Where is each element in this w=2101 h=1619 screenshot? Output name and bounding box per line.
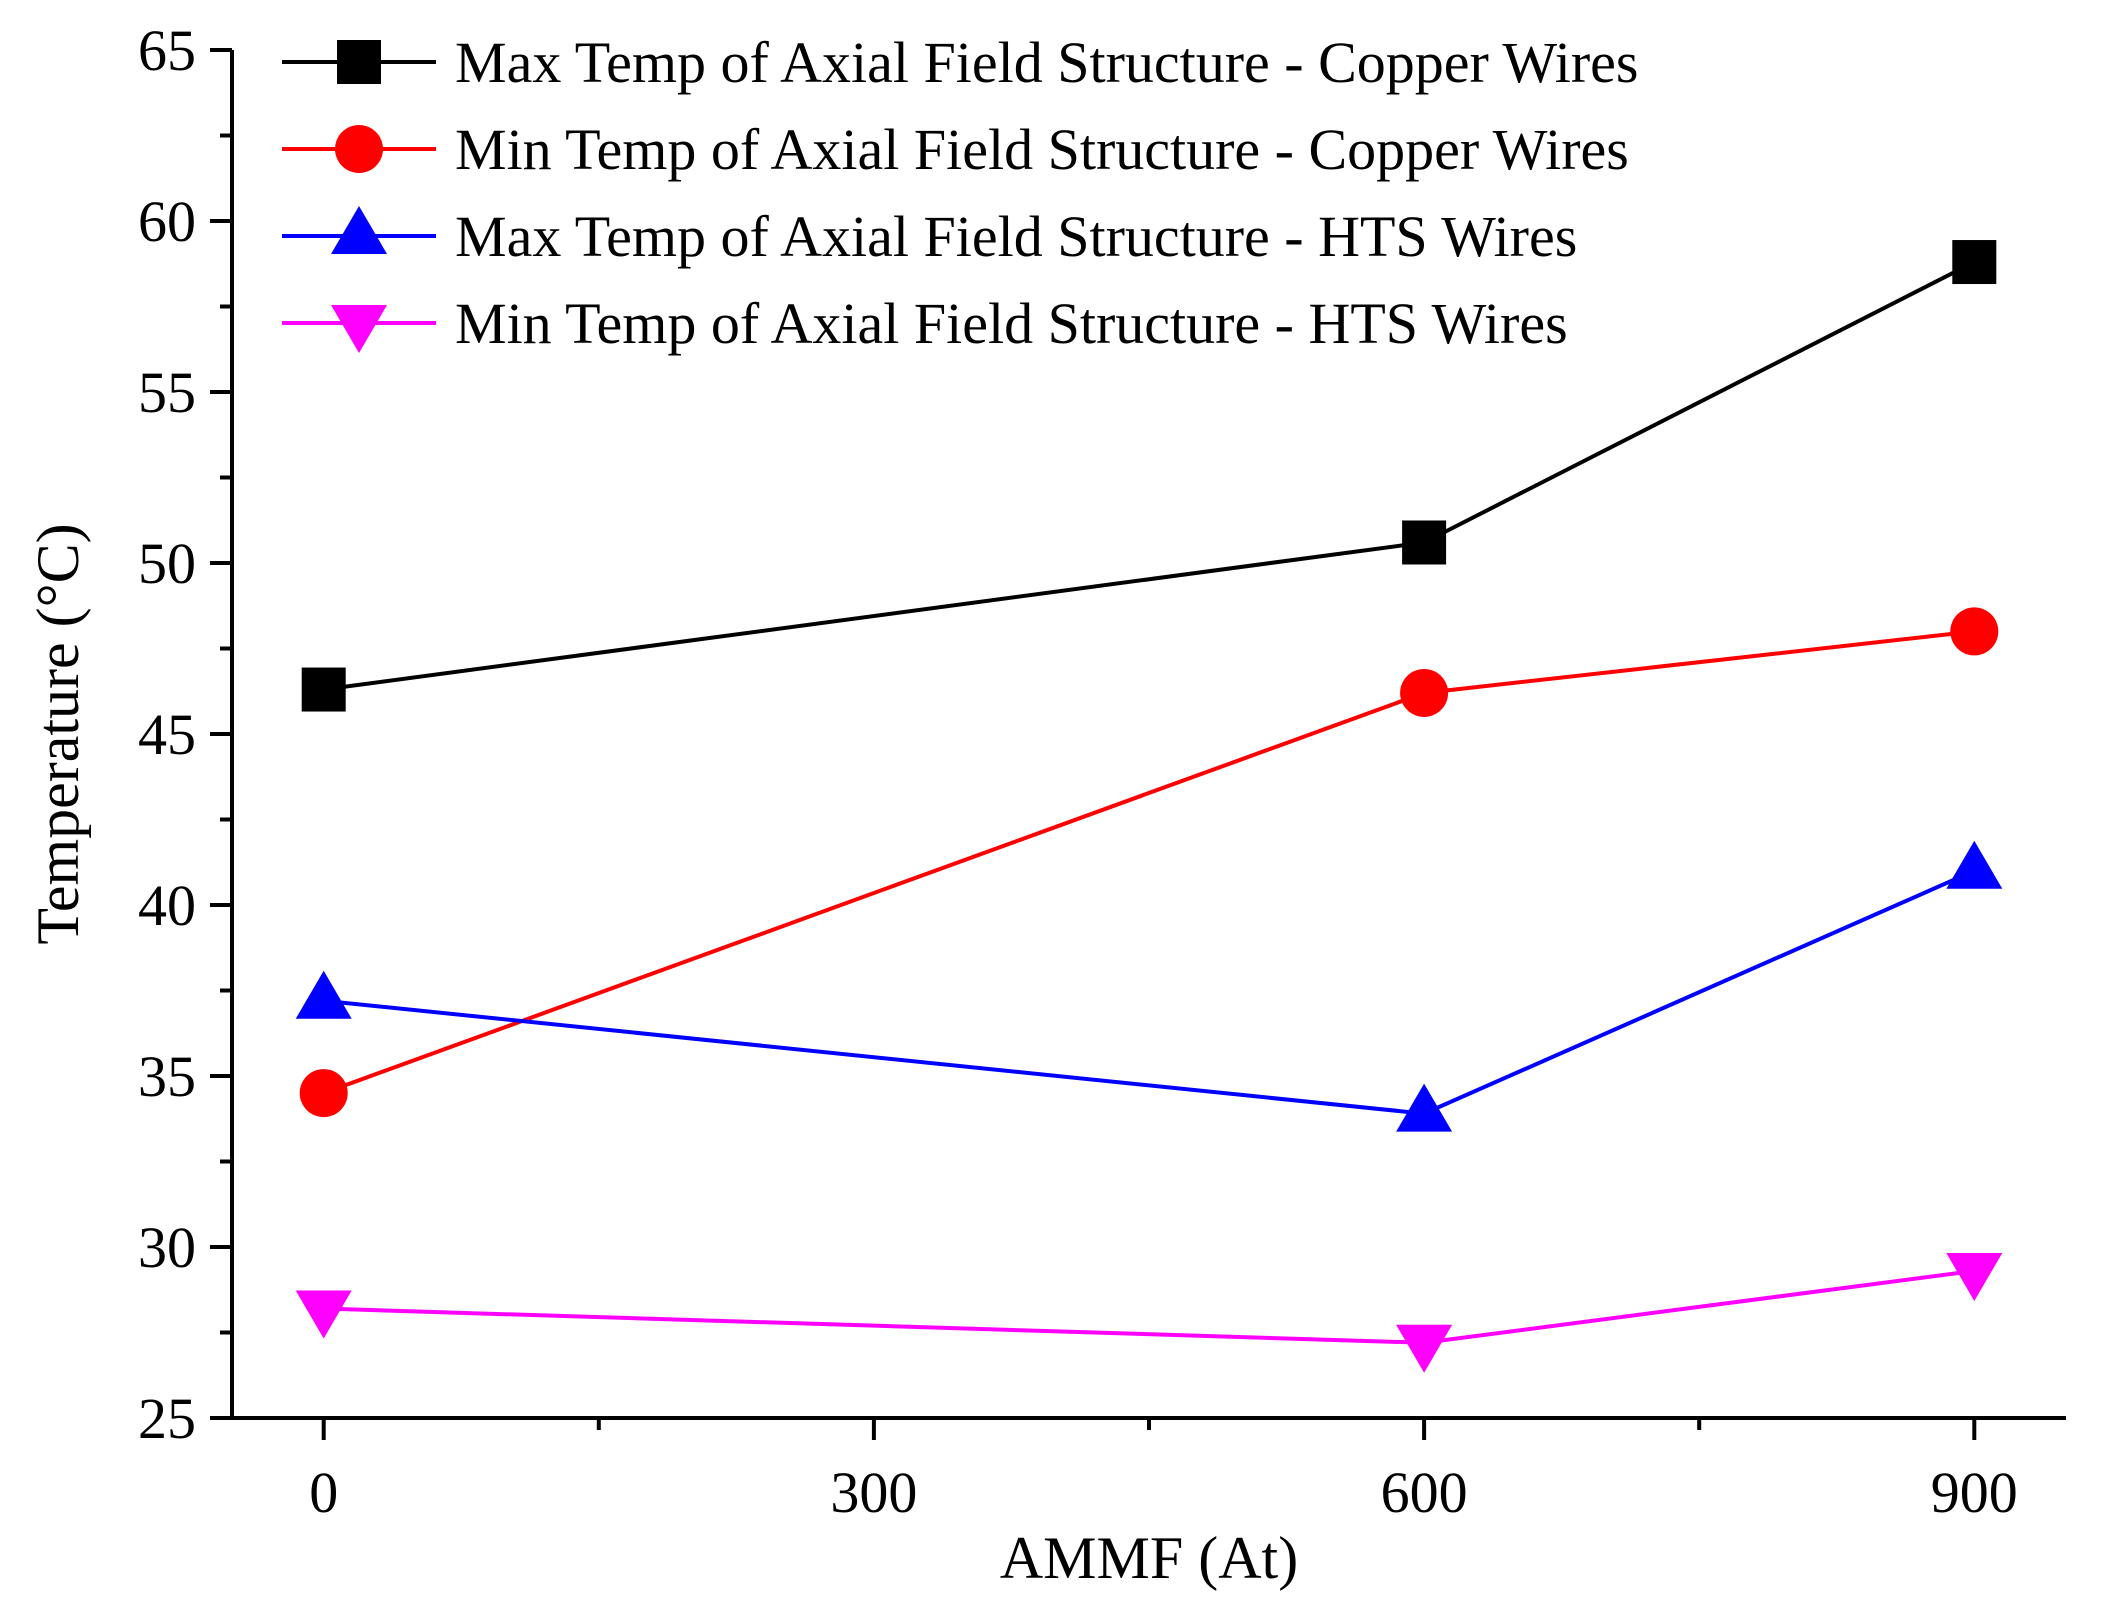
y-tick-label: 45 (138, 702, 196, 767)
y-tick-label: 60 (138, 189, 196, 254)
data-point-marker (1946, 840, 2003, 889)
data-point-marker (1402, 520, 1447, 565)
series-layer (295, 240, 2003, 1373)
axes: 25 30 35 40 45 50 55 60 65 0 300 600 900 (138, 18, 2066, 1525)
data-point-marker (295, 1290, 352, 1339)
data-point-marker (295, 970, 352, 1019)
data-point-marker (1950, 607, 1999, 656)
x-tick-label: 0 (309, 1460, 338, 1525)
y-axis-title: Temperature (°C) (25, 523, 91, 944)
data-point-marker (1400, 668, 1449, 717)
legend-marker (337, 40, 381, 84)
x-tick-label: 600 (1381, 1460, 1468, 1525)
series-line (323, 629, 1975, 1095)
x-tick-label: 300 (830, 1460, 917, 1525)
legend-label: Min Temp of Axial Field Structure - Copp… (455, 117, 1629, 182)
legend-label: Max Temp of Axial Field Structure - Copp… (455, 30, 1638, 95)
x-tick-label: 900 (1931, 1460, 2018, 1525)
legend-marker (335, 125, 383, 173)
legend-label: Max Temp of Axial Field Structure - HTS … (455, 204, 1577, 269)
y-tick-label: 65 (138, 18, 196, 83)
data-point-marker (301, 667, 346, 712)
y-tick-label: 55 (138, 360, 196, 425)
series-3 (295, 840, 2003, 1132)
y-tick-label: 25 (138, 1386, 196, 1451)
legend-item-2: Min Temp of Axial Field Structure - Copp… (282, 117, 1629, 182)
legend-item-1: Max Temp of Axial Field Structure - Copp… (282, 30, 1638, 95)
series-2 (299, 607, 1999, 1118)
y-tick-label: 50 (138, 531, 196, 596)
data-point-marker (1396, 1083, 1453, 1132)
y-tick-label: 40 (138, 873, 196, 938)
series-1 (301, 240, 1997, 712)
y-tick-label: 35 (138, 1044, 196, 1109)
x-axis-title: AMMF (At) (1000, 1525, 1298, 1591)
data-point-marker (1952, 240, 1997, 285)
series-4 (295, 1252, 2003, 1373)
data-point-marker (1396, 1324, 1453, 1373)
legend-item-4: Min Temp of Axial Field Structure - HTS … (282, 291, 1568, 356)
y-tick-label: 30 (138, 1215, 196, 1280)
data-point-marker (299, 1069, 348, 1118)
series-line (323, 1268, 1975, 1345)
legend-item-3: Max Temp of Axial Field Structure - HTS … (282, 204, 1577, 269)
series-line (323, 868, 1976, 1116)
legend-marker (331, 305, 387, 353)
legend-marker (331, 206, 387, 254)
data-point-marker (1946, 1252, 2003, 1301)
legend: Max Temp of Axial Field Structure - Copp… (282, 30, 1638, 356)
legend-label: Min Temp of Axial Field Structure - HTS … (455, 291, 1568, 356)
